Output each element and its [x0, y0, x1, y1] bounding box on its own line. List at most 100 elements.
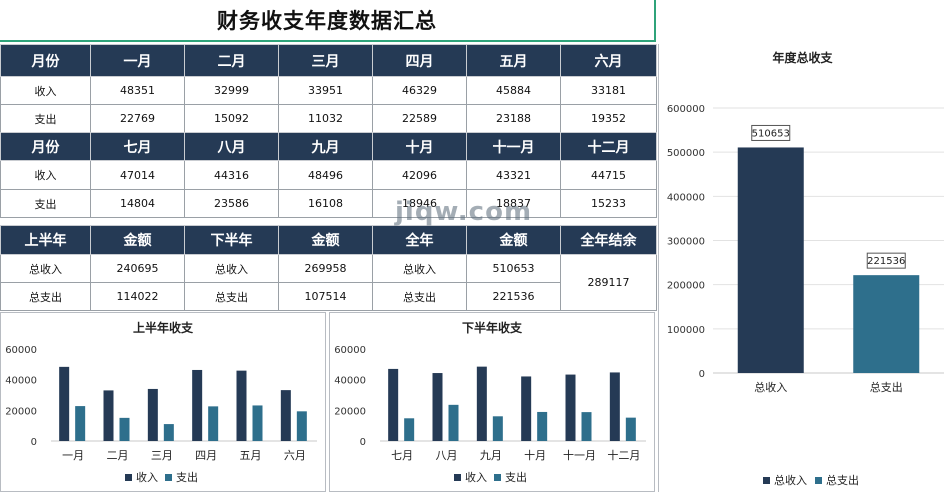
bar[interactable] — [521, 376, 532, 441]
cell[interactable]: 33951 — [278, 76, 373, 105]
header-cell[interactable]: 金额 — [90, 225, 185, 255]
bar[interactable] — [252, 405, 263, 441]
header-cell[interactable]: 下半年 — [184, 225, 279, 255]
cell[interactable]: 19352 — [560, 104, 657, 133]
cell[interactable]: 总收入 — [184, 254, 279, 283]
cell[interactable]: 240695 — [90, 254, 185, 283]
cell[interactable]: 107514 — [278, 282, 373, 311]
header-cell[interactable]: 月份 — [0, 44, 91, 77]
legend-swatch — [125, 474, 132, 481]
cell[interactable]: 48496 — [278, 160, 373, 190]
bar[interactable] — [565, 374, 576, 441]
cell[interactable]: 32999 — [184, 76, 279, 105]
bar[interactable] — [853, 275, 920, 373]
cell[interactable]: 269958 — [278, 254, 373, 283]
bar[interactable] — [388, 368, 399, 441]
cell[interactable]: 47014 — [90, 160, 185, 190]
header-cell[interactable]: 月份 — [0, 132, 91, 161]
cell[interactable]: 22589 — [372, 104, 467, 133]
cell[interactable]: 总收入 — [372, 254, 467, 283]
cell[interactable]: 42096 — [372, 160, 467, 190]
cell[interactable]: 44316 — [184, 160, 279, 190]
bar[interactable] — [296, 411, 307, 441]
data-label-box — [751, 124, 791, 141]
cell[interactable]: 48351 — [90, 76, 185, 105]
bar[interactable] — [147, 388, 158, 441]
cell[interactable]: 18837 — [466, 189, 561, 218]
bar[interactable] — [581, 412, 592, 441]
chart-panel-annual[interactable]: 年度总收支 0 100000 200000 300000 400000 500000 600… — [658, 44, 946, 492]
row-label[interactable]: 支出 — [0, 104, 91, 133]
header-cell[interactable]: 上半年 — [0, 225, 91, 255]
header-cell[interactable]: 七月 — [90, 132, 185, 161]
cell[interactable]: 23188 — [466, 104, 561, 133]
cell[interactable]: 22769 — [90, 104, 185, 133]
bar[interactable] — [492, 416, 503, 441]
bar[interactable] — [163, 424, 174, 441]
x-tick-label: 十月 — [524, 448, 546, 462]
cell[interactable]: 45884 — [466, 76, 561, 105]
cell[interactable]: 510653 — [466, 254, 561, 283]
cell[interactable]: 114022 — [90, 282, 185, 311]
bar[interactable] — [737, 147, 804, 373]
cell[interactable]: 15092 — [184, 104, 279, 133]
cell[interactable]: 18946 — [372, 189, 467, 218]
bar[interactable] — [75, 406, 86, 441]
cell[interactable]: 15233 — [560, 189, 657, 218]
cell[interactable]: 总支出 — [184, 282, 279, 311]
header-cell[interactable]: 十一月 — [466, 132, 561, 161]
cell[interactable]: 总收入 — [0, 254, 91, 283]
bar[interactable] — [59, 366, 70, 441]
header-cell[interactable]: 一月 — [90, 44, 185, 77]
bar[interactable] — [103, 390, 114, 441]
legend-swatch — [763, 477, 770, 484]
bar[interactable] — [448, 404, 459, 441]
cell[interactable]: 16108 — [278, 189, 373, 218]
header-cell[interactable]: 八月 — [184, 132, 279, 161]
chart-panel-first-half[interactable]: 上半年收支 0 20000 40000 60000 一月 二月 三月 四月 五月 六月 收入 支出 — [0, 312, 326, 492]
x-tick-label: 六月 — [284, 449, 306, 462]
cell[interactable]: 总支出 — [0, 282, 91, 311]
header-cell[interactable]: 六月 — [560, 44, 657, 77]
y-tick-label: 100000 — [667, 325, 705, 336]
bar[interactable] — [537, 411, 548, 441]
data-label: 221536 — [867, 256, 905, 267]
bar[interactable] — [119, 417, 130, 441]
chart-panel-second-half[interactable]: 下半年收支 0 20000 40000 60000 七月 八月 九月 十月 十一月 十二月 收入 支出 — [329, 312, 655, 492]
cell[interactable]: 46329 — [372, 76, 467, 105]
header-cell[interactable]: 十二月 — [560, 132, 657, 161]
cell[interactable]: 44715 — [560, 160, 657, 190]
cell[interactable]: 11032 — [278, 104, 373, 133]
header-cell[interactable]: 三月 — [278, 44, 373, 77]
bar[interactable] — [432, 373, 443, 441]
cell[interactable]: 14804 — [90, 189, 185, 218]
bar[interactable] — [625, 417, 636, 441]
bar[interactable] — [208, 406, 219, 441]
bar[interactable] — [404, 418, 415, 441]
cell[interactable]: 33181 — [560, 76, 657, 105]
header-cell[interactable]: 十月 — [372, 132, 467, 161]
bar[interactable] — [280, 390, 291, 441]
header-cell[interactable]: 四月 — [372, 44, 467, 77]
header-cell[interactable]: 九月 — [278, 132, 373, 161]
cell[interactable]: 221536 — [466, 282, 561, 311]
bar[interactable] — [192, 369, 203, 441]
header-cell[interactable]: 二月 — [184, 44, 279, 77]
balance-cell[interactable]: 289117 — [560, 254, 657, 311]
cell[interactable]: 43321 — [466, 160, 561, 190]
legend-label: 支出 — [505, 470, 527, 484]
bar[interactable] — [236, 370, 247, 441]
legend-label: 总支出 — [826, 473, 859, 487]
bar[interactable] — [476, 366, 487, 441]
row-label[interactable]: 收入 — [0, 76, 91, 105]
row-label[interactable]: 支出 — [0, 189, 91, 218]
header-cell[interactable]: 五月 — [466, 44, 561, 77]
cell[interactable]: 23586 — [184, 189, 279, 218]
header-cell[interactable]: 金额 — [466, 225, 561, 255]
cell[interactable]: 总支出 — [372, 282, 467, 311]
bar[interactable] — [609, 372, 620, 441]
row-label[interactable]: 收入 — [0, 160, 91, 190]
header-cell[interactable]: 全年 — [372, 225, 467, 255]
header-cell[interactable]: 全年结余 — [560, 225, 657, 255]
header-cell[interactable]: 金额 — [278, 225, 373, 255]
